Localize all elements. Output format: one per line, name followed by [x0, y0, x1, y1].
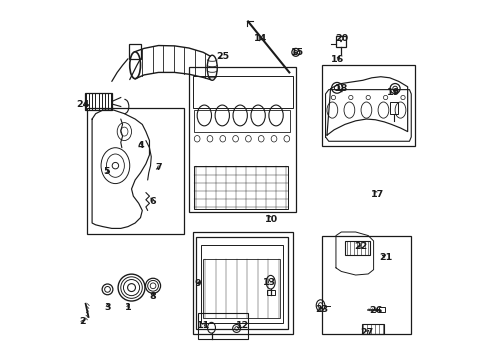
Text: 25: 25 [216, 52, 229, 61]
Bar [362, 324, 383, 334]
Text: 24: 24 [76, 100, 89, 109]
Text: 23: 23 [314, 305, 327, 314]
Text: 5: 5 [103, 167, 109, 176]
Bar [192, 76, 292, 108]
Text: 10: 10 [264, 215, 277, 224]
Text: 26: 26 [368, 306, 381, 315]
Bar [201, 244, 282, 323]
Text: 1: 1 [124, 303, 131, 312]
Text: 20: 20 [334, 34, 347, 43]
Bar [129, 44, 140, 59]
Bar [192, 232, 292, 334]
Text: 2: 2 [79, 317, 85, 326]
Bar [203, 259, 280, 318]
Bar [389, 102, 397, 114]
Bar [188, 67, 296, 212]
Text: 3: 3 [104, 303, 111, 312]
Text: 21: 21 [379, 253, 392, 262]
Bar [321, 65, 414, 146]
Text: 6: 6 [149, 197, 156, 206]
Text: 17: 17 [370, 190, 383, 199]
Bar [193, 110, 290, 132]
Text: 9: 9 [194, 279, 201, 288]
Bar [266, 290, 274, 296]
Text: 15: 15 [290, 48, 304, 57]
Text: 16: 16 [330, 55, 344, 64]
Bar [378, 307, 384, 312]
Text: 4: 4 [137, 141, 143, 150]
Bar [335, 36, 345, 47]
Bar [198, 314, 247, 338]
Text: 19: 19 [386, 87, 399, 96]
Text: 8: 8 [149, 292, 156, 301]
Text: 22: 22 [354, 242, 367, 251]
Text: 13: 13 [263, 278, 276, 287]
Bar [196, 237, 287, 329]
Text: 18: 18 [334, 84, 347, 93]
Text: 27: 27 [359, 328, 372, 337]
Bar [321, 235, 410, 334]
Text: 14: 14 [253, 34, 267, 43]
Bar [344, 241, 369, 255]
Bar [86, 108, 183, 234]
Text: 12: 12 [236, 321, 249, 330]
Bar [194, 166, 287, 209]
Bar [85, 93, 112, 110]
Text: 7: 7 [155, 163, 162, 172]
Text: 11: 11 [196, 321, 209, 330]
